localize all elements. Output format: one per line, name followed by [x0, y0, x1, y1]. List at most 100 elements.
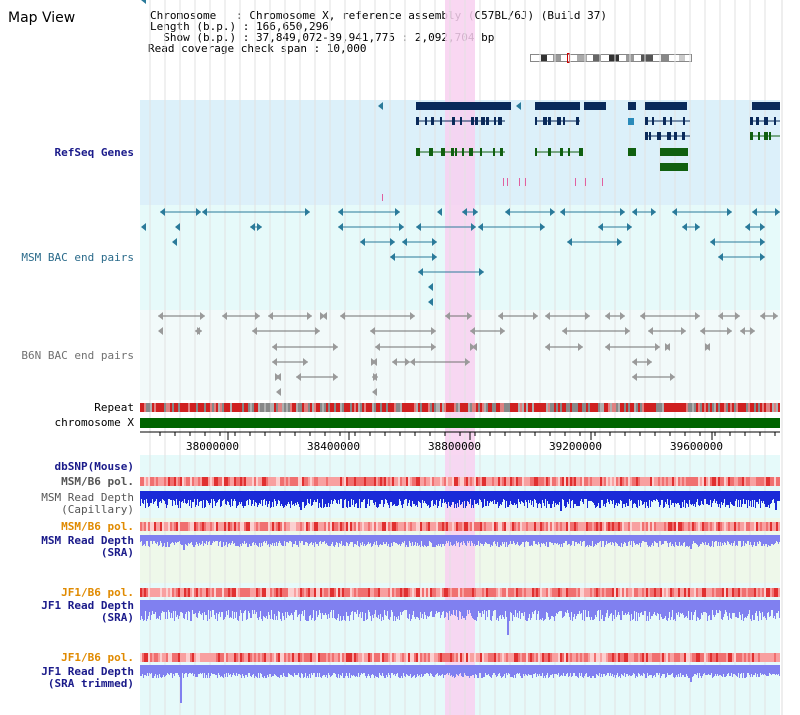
read-depth-bar [735, 665, 736, 675]
polymorphism-mark [166, 588, 168, 597]
read-depth-bar [573, 600, 574, 617]
b6n-end-marker [333, 373, 338, 381]
bac-end-marker [402, 238, 407, 246]
read-depth-bar [386, 665, 387, 675]
polymorphism-mark [470, 588, 472, 597]
read-depth-bar [716, 491, 717, 501]
read-depth-bar [638, 491, 639, 500]
polymorphism-mark [724, 477, 726, 486]
polymorphism-mark [218, 522, 220, 531]
b6n-end-marker [405, 358, 410, 366]
polymorphism-mark [402, 522, 404, 531]
read-depth-bar [657, 535, 658, 543]
read-depth-bar [435, 600, 436, 614]
polymorphism-mark [364, 477, 366, 486]
polymorphism-mark [750, 522, 752, 531]
polymorphism-mark [384, 477, 386, 486]
polymorphism-mark [190, 588, 192, 597]
read-depth-bar [537, 600, 538, 614]
jf1-depth-trimmed-label[interactable]: JF1 Read Depth (SRA trimmed) [0, 666, 134, 690]
read-depth-bar [520, 535, 521, 545]
read-depth-bar [424, 665, 425, 674]
polymorphism-mark [350, 653, 352, 662]
read-depth-bar [725, 665, 726, 677]
msm-depth-capillary-label[interactable]: MSM Read Depth (Capillary) [0, 492, 134, 516]
polymorphism-mark [620, 522, 622, 531]
read-depth-bar [558, 665, 559, 673]
b6n-bac-track-label[interactable]: B6N BAC end pairs [21, 349, 134, 362]
read-depth-bar [634, 600, 635, 611]
read-depth-bar [316, 535, 317, 544]
read-depth-bar [588, 600, 589, 611]
repeat-mark [572, 403, 574, 412]
jf1-depth-sra-label[interactable]: JF1 Read Depth (SRA) [0, 600, 134, 624]
polymorphism-mark [348, 477, 350, 486]
read-depth-bar [463, 535, 464, 541]
b6n-end-marker [500, 327, 505, 335]
read-depth-bar [414, 491, 415, 504]
polymorphism-mark [628, 588, 630, 597]
read-depth-bar [604, 665, 605, 674]
polymorphism-mark [380, 477, 382, 486]
read-depth-bar [189, 491, 190, 506]
read-depth-bar [262, 600, 263, 621]
chromosome-ideogram[interactable] [530, 53, 692, 63]
read-depth-bar [583, 535, 584, 541]
read-depth-bar [362, 600, 363, 612]
polymorphism-mark [508, 477, 510, 486]
read-depth-bar [717, 665, 718, 674]
polymorphism-mark [754, 522, 756, 531]
read-depth-bar [403, 600, 404, 611]
msm-b6-pol-track-label[interactable]: MSM/B6 pol. [61, 475, 134, 488]
read-depth-bar [482, 535, 483, 544]
polymorphism-mark [698, 653, 700, 662]
read-depth-bar [177, 665, 178, 673]
read-depth-bar [631, 535, 632, 541]
repeat-mark [400, 403, 402, 412]
msm-bac-track-label[interactable]: MSM BAC end pairs [21, 251, 134, 264]
polymorphism-mark [272, 522, 274, 531]
jf1-b6-pol-track-label[interactable]: JF1/B6 pol. [61, 586, 134, 599]
polymorphism-mark [558, 653, 560, 662]
read-depth-bar [615, 535, 616, 542]
read-depth-bar [664, 535, 665, 541]
read-depth-bar [472, 491, 473, 505]
read-depth-bar [496, 491, 497, 504]
polymorphism-mark [566, 522, 568, 531]
read-depth-bar [402, 535, 403, 542]
b6n-end-marker [585, 312, 590, 320]
repeat-track-label[interactable]: Repeat [94, 401, 134, 414]
dbsnp-track-label[interactable]: dbSNP(Mouse) [54, 460, 134, 473]
repeat-mark [598, 403, 600, 412]
chromosome-track-label[interactable]: chromosome X [54, 416, 134, 429]
read-depth-bar [145, 665, 146, 675]
polymorphism-mark [422, 653, 424, 662]
read-depth-bar [606, 491, 607, 503]
read-depth-bar [511, 491, 512, 504]
read-depth-bar [637, 491, 638, 508]
read-depth-bar [565, 491, 566, 508]
jf1-b6-pol2-track-label[interactable]: JF1/B6 pol. [61, 651, 134, 664]
read-depth-bar [403, 491, 404, 504]
refseq-track-label[interactable]: RefSeq Genes [54, 146, 134, 159]
msm-depth-sra-label[interactable]: MSM Read Depth (SRA) [0, 535, 134, 559]
read-depth-bar [505, 665, 506, 678]
read-depth-bar [446, 535, 447, 541]
polymorphism-mark [740, 653, 742, 662]
read-depth-bar [438, 535, 439, 544]
read-depth-bar [366, 600, 367, 620]
read-depth-bar [582, 665, 583, 677]
read-depth-bar [171, 491, 172, 500]
read-depth-bar [689, 600, 690, 620]
msm-b6-pol2-track-label[interactable]: MSM/B6 pol. [61, 520, 134, 533]
read-depth-bar [629, 600, 630, 615]
read-depth-bar [422, 600, 423, 614]
read-depth-bar [519, 535, 520, 546]
repeat-mark [604, 403, 606, 412]
read-depth-bar [238, 535, 239, 546]
read-depth-bar [619, 491, 620, 504]
polymorphism-mark [590, 588, 592, 597]
polymorphism-mark [620, 653, 622, 662]
read-depth-bar [232, 535, 233, 541]
